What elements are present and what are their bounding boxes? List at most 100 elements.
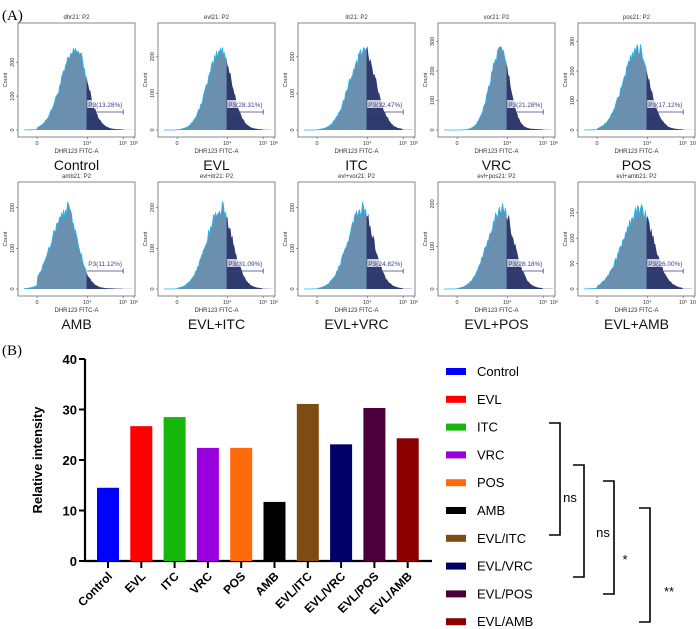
histogram-area: [584, 204, 647, 289]
histogram-gated-area: [86, 76, 133, 130]
x-tick-label: 10⁴: [223, 140, 232, 147]
significance-bracket: [573, 464, 585, 578]
y-axis-label: Count: [143, 72, 149, 87]
histogram-frame: [157, 181, 276, 297]
legend-swatch: [446, 479, 466, 487]
histogram-gated-area: [226, 216, 273, 289]
y-tick-label: 200: [290, 203, 296, 212]
histogram-title: evl+pos21: P2: [477, 174, 516, 180]
x-tick-label: 0: [316, 141, 319, 147]
y-tick-label: 10: [63, 504, 77, 519]
y-axis-label: Count: [563, 72, 569, 87]
y-axis-label: Count: [283, 72, 289, 87]
y-tick-label: 300: [430, 37, 436, 46]
histogram-outline: [444, 46, 507, 131]
x-tick-label: 10⁴: [223, 299, 232, 306]
x-tick-label: POS: [221, 569, 249, 597]
gate-percentage: P3(24.82%): [368, 261, 402, 268]
histogram-area: [164, 47, 227, 130]
histogram-title: amb21: P2: [62, 174, 92, 180]
x-tick-label: 0: [176, 300, 179, 306]
y-tick-label: 20: [63, 453, 77, 468]
legend-label: Control: [477, 364, 519, 379]
x-tick-label: 10⁴: [643, 299, 652, 306]
histogram-title: dhr21: P2: [63, 15, 90, 21]
legend-label: EVL/AMB: [477, 614, 533, 629]
gate-label-bg: [227, 100, 262, 108]
group-label: EVL+ITC: [188, 316, 245, 332]
histogram-gated-area: [226, 57, 273, 130]
histogram-outline: [304, 201, 367, 290]
histogram-title: evl+amb21: P2: [616, 174, 657, 180]
histogram-frame: [437, 22, 556, 138]
significance-label: **: [664, 584, 674, 599]
y-tick-label: 200: [10, 203, 16, 212]
y-tick-label: 100: [290, 89, 296, 98]
gate-percentage: P3(28.31%): [228, 102, 262, 109]
histogram-frame: [297, 22, 416, 138]
histogram-title: itr21: P2: [345, 15, 368, 21]
gate-label-bg: [647, 100, 682, 108]
histogram-gated-area: [506, 63, 553, 131]
y-tick-label: 50: [570, 261, 576, 267]
x-tick-label: 0: [596, 300, 599, 306]
x-tick-label: 10⁴: [503, 299, 512, 306]
y-tick-label: 150: [570, 208, 576, 217]
significance-label: ns: [596, 525, 610, 540]
panel-b-label: (B): [2, 343, 22, 359]
x-tick-label: Control: [75, 569, 115, 609]
histogram-area: [304, 202, 367, 289]
x-tick-label: 10⁴: [503, 140, 512, 147]
x-tick-label: 0: [456, 141, 459, 147]
histogram-outline: [584, 44, 647, 131]
x-tick-label: 0: [456, 300, 459, 306]
y-axis-label: Count: [423, 72, 429, 87]
gate-percentage: P3(13.28%): [88, 102, 122, 109]
x-axis-label: DHR123 FITC-A: [474, 149, 518, 155]
histogram-title: vor21: P2: [484, 15, 510, 21]
x-tick-label: 0: [36, 141, 39, 147]
y-tick-label: 200: [290, 52, 296, 61]
histogram-frame: [297, 181, 416, 297]
bar: [363, 407, 386, 561]
x-tick-label: 10⁵: [399, 140, 407, 147]
x-axis-label: DHR123 FITC-A: [334, 149, 378, 155]
x-tick-label: 10⁵: [539, 140, 547, 147]
legend-label: EVL/VRC: [477, 559, 533, 574]
group-label: POS: [622, 157, 652, 173]
x-tick-label: 0: [36, 300, 39, 306]
x-tick-label: 10⁵: [399, 299, 407, 306]
group-label: EVL+AMB: [604, 316, 669, 332]
legend-swatch: [446, 368, 466, 375]
histogram-area: [444, 46, 507, 130]
y-tick-label: 30: [63, 403, 77, 418]
histogram-panel: itr21: P2 0 100 200 Count 0 10⁴ 10⁵ 10⁶ DHR123 FI…: [283, 15, 418, 173]
histogram-area: [24, 48, 87, 131]
histogram-gated-area: [366, 46, 413, 130]
legend-swatch: [446, 451, 466, 459]
gate-label-bg: [87, 100, 122, 108]
group-label: VRC: [482, 157, 512, 173]
y-tick-label: 300: [570, 37, 576, 46]
bar: [130, 426, 153, 561]
y-tick-label: 200: [570, 66, 576, 75]
significance-bracket: [549, 422, 561, 536]
legend-swatch: [446, 423, 466, 431]
gate-percentage: P3(28.18%): [508, 261, 542, 268]
histogram-outline: [164, 47, 227, 131]
y-axis-label: Count: [143, 231, 149, 246]
y-tick-label: 200: [150, 203, 156, 212]
gate-label-bg: [367, 259, 402, 267]
y-tick-label: 200: [430, 66, 436, 75]
y-tick-label: 100: [290, 244, 296, 253]
legend: Control EVL ITC VRC POS AMB EVL/ITC EVL/VRC EVL/…: [446, 364, 533, 629]
legend-swatch: [446, 534, 466, 542]
legend-label: EVL: [477, 392, 502, 407]
histogram-gated-area: [366, 213, 413, 289]
x-tick-label: 10⁶: [270, 140, 278, 147]
x-tick-label: EVL: [122, 569, 148, 595]
y-tick-label: 0: [290, 128, 296, 131]
